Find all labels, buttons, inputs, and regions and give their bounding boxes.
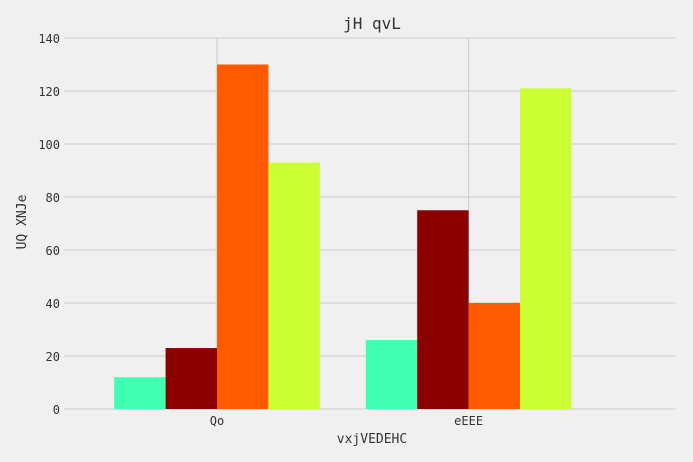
- x-tick-label: eEEE: [454, 414, 483, 428]
- y-axis-ticks: 0 20 40 60 80 100 120 140: [38, 32, 60, 417]
- bar: [268, 162, 320, 409]
- y-tick-label: 100: [38, 138, 60, 152]
- bar: [417, 210, 469, 409]
- x-tick-label: Qo: [210, 414, 224, 428]
- bar: [468, 303, 520, 409]
- y-tick-label: 140: [38, 32, 60, 46]
- y-tick-label: 80: [46, 191, 60, 205]
- chart-title: jH qvL: [343, 14, 401, 33]
- y-tick-label: 0: [53, 403, 60, 417]
- bar: [114, 377, 166, 409]
- y-tick-label: 20: [46, 350, 60, 364]
- bar: [520, 88, 572, 409]
- bars: [114, 64, 572, 409]
- x-axis-label: vxjVEDEHC: [337, 432, 407, 447]
- y-tick-label: 60: [46, 244, 60, 258]
- bar: [365, 340, 418, 409]
- y-axis-label: UQ XNJe: [15, 194, 30, 249]
- bar: [165, 348, 217, 409]
- x-axis-ticks: Qo eEEE: [210, 414, 483, 428]
- bar: [217, 64, 269, 409]
- y-tick-label: 120: [38, 85, 60, 99]
- y-tick-label: 40: [46, 297, 60, 311]
